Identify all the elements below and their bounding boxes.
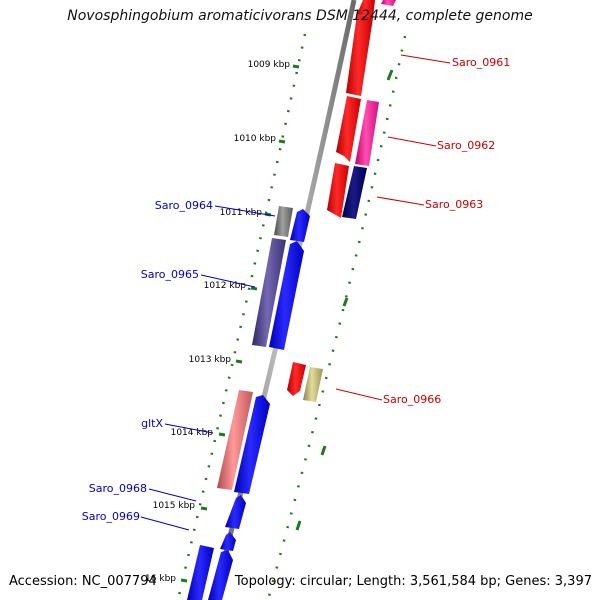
tick-label: 1015 kbp	[153, 501, 196, 511]
track-dash	[320, 445, 327, 456]
gene-saro-0962-lower-left[interactable]	[327, 163, 349, 218]
tick-label: 16 kbp	[145, 574, 176, 584]
leader-saro-0963	[376, 196, 425, 206]
gene-saro-0965-blue[interactable]	[269, 241, 304, 350]
tick-label: 1014 kbp	[171, 428, 214, 438]
label-saro-0961[interactable]: Saro_0961	[452, 56, 510, 69]
tick-mark	[250, 286, 258, 291]
label-saro-0969[interactable]: Saro_0969	[82, 510, 140, 523]
gene-top-magenta[interactable]	[381, 0, 396, 6]
leader-saro-0966	[335, 388, 383, 401]
tick-label: 1009 kbp	[248, 60, 291, 70]
gene-blue-small[interactable]	[290, 209, 310, 242]
minus-strand-genes	[287, 0, 396, 402]
leader-gltx	[164, 423, 214, 434]
map-title: Novosphingobium aromaticivorans DSM 1244…	[67, 8, 533, 24]
track-dash	[295, 520, 302, 531]
label-leaders	[140, 54, 451, 531]
leader-saro-0968	[148, 488, 197, 502]
track-dash	[342, 297, 349, 307]
gene-saro-0965[interactable]	[252, 238, 286, 347]
gene-saro-0966[interactable]	[303, 367, 323, 402]
minus-strand-track	[266, 35, 407, 600]
gene-saro-0962[interactable]	[355, 100, 379, 166]
label-saro-0968[interactable]: Saro_0968	[89, 482, 147, 495]
label-saro-0962[interactable]: Saro_0962	[437, 139, 495, 152]
gene-saro-0964[interactable]	[274, 206, 293, 237]
gene-saro-0963[interactable]	[342, 166, 367, 219]
leader-saro-0965	[200, 274, 256, 288]
gene-saro-0968[interactable]	[225, 495, 246, 529]
label-gltx[interactable]: gltX	[141, 417, 163, 430]
plus-strand-genes	[187, 206, 310, 600]
tick-label: 1011 kbp	[220, 208, 263, 218]
tick-mark	[278, 139, 286, 144]
gene-saro-0961-inner-b[interactable]	[357, 0, 375, 18]
tick-mark	[218, 432, 226, 437]
accession-text: Accession: NC_007794	[9, 574, 157, 589]
leader-saro-0969	[140, 516, 190, 531]
gene-gltx-blue[interactable]	[234, 395, 270, 494]
label-saro-0963[interactable]: Saro_0963	[425, 198, 483, 211]
gene-saro-0962-left[interactable]	[336, 96, 361, 162]
tick-mark	[292, 64, 300, 69]
label-saro-0965[interactable]: Saro_0965	[141, 268, 199, 281]
tick-mark	[200, 506, 208, 511]
gene-gltx[interactable]	[217, 390, 253, 490]
gene-saro-0966-red[interactable]	[287, 362, 306, 396]
tick-label: 1013 kbp	[189, 355, 232, 365]
tick-label: 1010 kbp	[234, 134, 277, 144]
leader-saro-0961	[400, 54, 451, 64]
track-dash	[386, 69, 394, 81]
gene-saro-0969[interactable]	[220, 532, 236, 551]
tick-label: 1012 kbp	[204, 281, 247, 291]
label-saro-0966[interactable]: Saro_0966	[383, 393, 441, 406]
tick-mark	[235, 359, 243, 364]
topology-text: Topology: circular; Length: 3,561,584 bp…	[234, 574, 592, 589]
tick-mark	[180, 578, 188, 583]
leader-saro-0962	[387, 136, 437, 147]
gene-saro-0961-inner[interactable]	[346, 14, 373, 96]
ruler-line	[176, 33, 307, 600]
gene-bottom-blue-a[interactable]	[187, 545, 214, 600]
leader-saro-0964	[214, 205, 276, 217]
gene-bottom-blue-b[interactable]	[208, 550, 233, 600]
label-saro-0964[interactable]: Saro_0964	[155, 199, 213, 212]
